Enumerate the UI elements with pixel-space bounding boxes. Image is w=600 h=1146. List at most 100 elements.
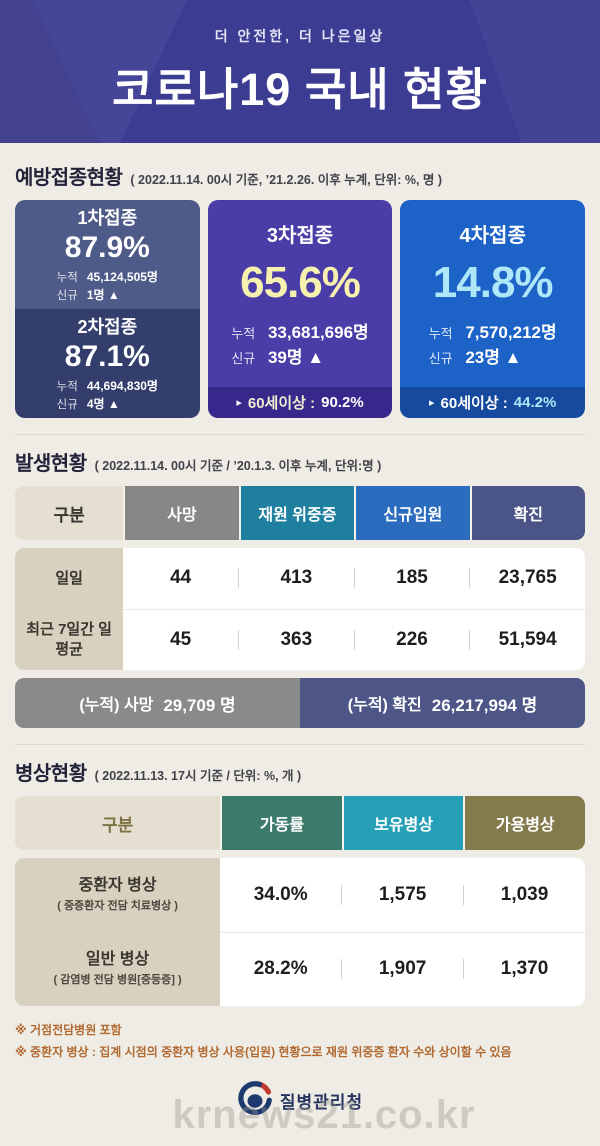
- senior-label: 60세이상 :: [440, 395, 508, 412]
- cell-avg-severe: 363: [280, 628, 313, 650]
- dose4-label: 4차접종: [459, 224, 526, 247]
- new-value: 39명 ▲: [267, 348, 325, 367]
- cell-separator: [237, 629, 239, 650]
- cumulative-value: 45,124,505명: [86, 270, 158, 285]
- cumulative-value: 7,570,212명: [465, 322, 557, 342]
- cumulative-deaths-label: (누적) 사망: [79, 697, 154, 714]
- dose1-new: 신규 1명 ▲: [57, 287, 158, 305]
- dose3-percent: 65.6%: [240, 257, 361, 307]
- bed-row-subtitle: ( 중증환자 전담 치료병상 ): [57, 900, 178, 913]
- cumulative-confirmed: (누적) 확진 26,217,994 명: [300, 678, 585, 728]
- cell-general-available: 1,370: [500, 958, 549, 980]
- cell-avg-admissions: 226: [396, 628, 428, 650]
- dose4-card: 4차접종 14.8% 누적 7,570,212명 신규 23명 ▲: [400, 200, 586, 418]
- row-label-daily: 일일: [55, 569, 83, 587]
- dose1-cumulative: 누적 45,124,505명: [57, 269, 158, 287]
- beds-section-header: 병상현황 ( 2022.11.13. 17시 기준 / 단위: %, 개 ): [15, 757, 585, 786]
- dose3-stats: 누적 33,681,696명 신규 39명 ▲: [231, 320, 368, 371]
- column-header-confirmed: 확진: [469, 486, 585, 540]
- vaccination-section-title: 예방접종현황: [15, 167, 123, 189]
- dose4-new: 신규 23명 ▲: [429, 345, 557, 371]
- new-value: 23명 ▲: [465, 348, 522, 367]
- beds-row-labels: 중환자 병상 ( 중증환자 전담 치료병상 ) 일반 병상 ( 감염병 전담 병…: [15, 858, 221, 1006]
- new-label: 신규: [56, 399, 78, 411]
- section-divider: [15, 434, 585, 435]
- cumulative-label: 누적: [56, 272, 78, 285]
- beds-table-body: 중환자 병상 ( 중증환자 전담 치료병상 ) 일반 병상 ( 감염병 전담 병…: [15, 858, 585, 1006]
- footnote-line: ※ 거점전담병원 포함: [15, 1023, 122, 1037]
- column-header-total-beds: 보유병상: [341, 796, 464, 850]
- column-header-category: 구분: [15, 796, 221, 850]
- arrow-right-icon: ▸: [236, 397, 242, 409]
- cases-row-labels: 일일 최근 7일간 일평균: [15, 548, 124, 670]
- table-row: 34.0% 1,575 1,039: [220, 858, 585, 932]
- bed-row-title: 일반 병상: [85, 951, 150, 969]
- beds-section-note: ( 2022.11.13. 17시 기준 / 단위: %, 개 ): [94, 769, 302, 783]
- column-header-occupancy: 가동률: [220, 796, 342, 850]
- dose3-cumulative: 누적 33,681,696명: [231, 320, 368, 346]
- header-banner: 더 안전한, 더 나은일상 코로나19 국내 현황: [0, 0, 600, 143]
- cumulative-confirmed-label: (누적) 확진: [347, 697, 422, 714]
- senior-value: 44.2%: [513, 394, 557, 411]
- table-row: 45 363 226 51,594: [123, 608, 585, 671]
- page-title: 코로나19 국내 현황: [112, 63, 488, 115]
- cell-separator: [463, 959, 465, 980]
- cell-separator: [353, 629, 355, 650]
- new-value: 4명 ▲: [86, 397, 120, 411]
- cases-section: 발생현황 ( 2022.11.14. 00시 기준 / ’20.1.3. 이후 …: [15, 447, 585, 728]
- dose3-card: 3차접종 65.6% 누적 33,681,696명 신규 39명 ▲: [207, 200, 393, 418]
- arrow-right-icon: ▸: [429, 397, 435, 409]
- column-header-available-beds: 가용병상: [463, 796, 585, 850]
- column-header-category: 구분: [15, 486, 124, 540]
- dose2-percent: 87.1%: [64, 340, 150, 374]
- dose1-percent: 87.9%: [64, 231, 150, 265]
- cumulative-label: 누적: [231, 325, 256, 341]
- cumulative-deaths-value: 29,709 명: [163, 695, 236, 715]
- cases-values: 44 413 185 23,765 45 363 226: [123, 548, 585, 670]
- cell-separator: [341, 884, 343, 905]
- bed-row-title: 중환자 병상: [78, 877, 157, 895]
- cell-daily-admissions: 185: [396, 567, 428, 589]
- cases-table-header: 구분 사망 재원 위중증 신규입원 확진: [15, 486, 585, 540]
- section-divider: [15, 744, 585, 745]
- new-label: 신규: [428, 351, 453, 366]
- row-label-icu-beds: 중환자 병상 ( 중증환자 전담 치료병상 ): [15, 858, 220, 932]
- cell-icu-available: 1,039: [500, 883, 549, 905]
- cell-separator: [341, 959, 343, 980]
- dose1-label: 1차접종: [77, 208, 138, 229]
- column-header-admissions: 신규입원: [354, 486, 470, 540]
- cell-separator: [469, 568, 471, 589]
- cell-separator: [469, 629, 471, 650]
- kdca-logo-icon: [237, 1080, 273, 1121]
- bed-row-subtitle: ( 감염병 전담 병원[중등증] ): [53, 974, 182, 987]
- cumulative-bar: (누적) 사망 29,709 명 (누적) 확진 26,217,994 명: [15, 678, 585, 728]
- new-label: 신규: [56, 290, 78, 302]
- header-subtitle: 더 안전한, 더 나은일상: [214, 27, 386, 44]
- cell-separator: [463, 884, 465, 905]
- dose1-panel: 1차접종 87.9% 누적 45,124,505명 신규 1명 ▲: [15, 200, 200, 309]
- cell-daily-severe: 413: [280, 567, 313, 589]
- column-header-deaths: 사망: [123, 486, 239, 540]
- footnotes: ※ 거점전담병원 포함 ※ 중환자 병상 : 집계 시점의 중환자 병상 사용(…: [15, 1020, 585, 1063]
- dose3-panel: 3차접종 65.6% 누적 33,681,696명 신규 39명 ▲: [207, 200, 393, 387]
- vaccination-section-header: 예방접종현황 ( 2022.11.14. 00시 기준, ’21.2.26. 이…: [15, 161, 585, 190]
- content: 예방접종현황 ( 2022.11.14. 00시 기준, ’21.2.26. 이…: [0, 143, 600, 1063]
- vaccination-cards: 1차접종 87.9% 누적 45,124,505명 신규 1명 ▲: [15, 200, 586, 418]
- senior-label: 60세이상 :: [247, 395, 316, 412]
- dose2-stats: 누적 44,694,830명 신규 4명 ▲: [57, 378, 158, 413]
- vaccination-section-note: ( 2022.11.14. 00시 기준, ’21.2.26. 이후 누계, 단…: [130, 173, 443, 187]
- cell-icu-occupancy: 34.0%: [253, 883, 308, 905]
- beds-section-title: 병상현황: [15, 763, 87, 785]
- dose4-senior-strip: ▸ 60세이상 : 44.2%: [400, 387, 586, 418]
- column-header-severe: 재원 위중증: [238, 486, 355, 540]
- cell-avg-deaths: 45: [170, 628, 192, 650]
- dose4-stats: 누적 7,570,212명 신규 23명 ▲: [429, 320, 557, 371]
- cases-table-body: 일일 최근 7일간 일평균 44 413 185 23,765 45: [15, 548, 585, 670]
- dose2-new: 신규 4명 ▲: [57, 396, 158, 414]
- beds-section: 병상현황 ( 2022.11.13. 17시 기준 / 단위: %, 개 ) 구…: [15, 757, 585, 1006]
- cases-section-note: ( 2022.11.14. 00시 기준 / ’20.1.3. 이후 누계, 단…: [94, 459, 382, 473]
- cumulative-value: 33,681,696명: [267, 322, 369, 342]
- footnote-line: ※ 중환자 병상 : 집계 시점의 중환자 병상 사용(입원) 현황으로 재원 …: [15, 1044, 512, 1059]
- dose4-cumulative: 누적 7,570,212명: [429, 320, 557, 346]
